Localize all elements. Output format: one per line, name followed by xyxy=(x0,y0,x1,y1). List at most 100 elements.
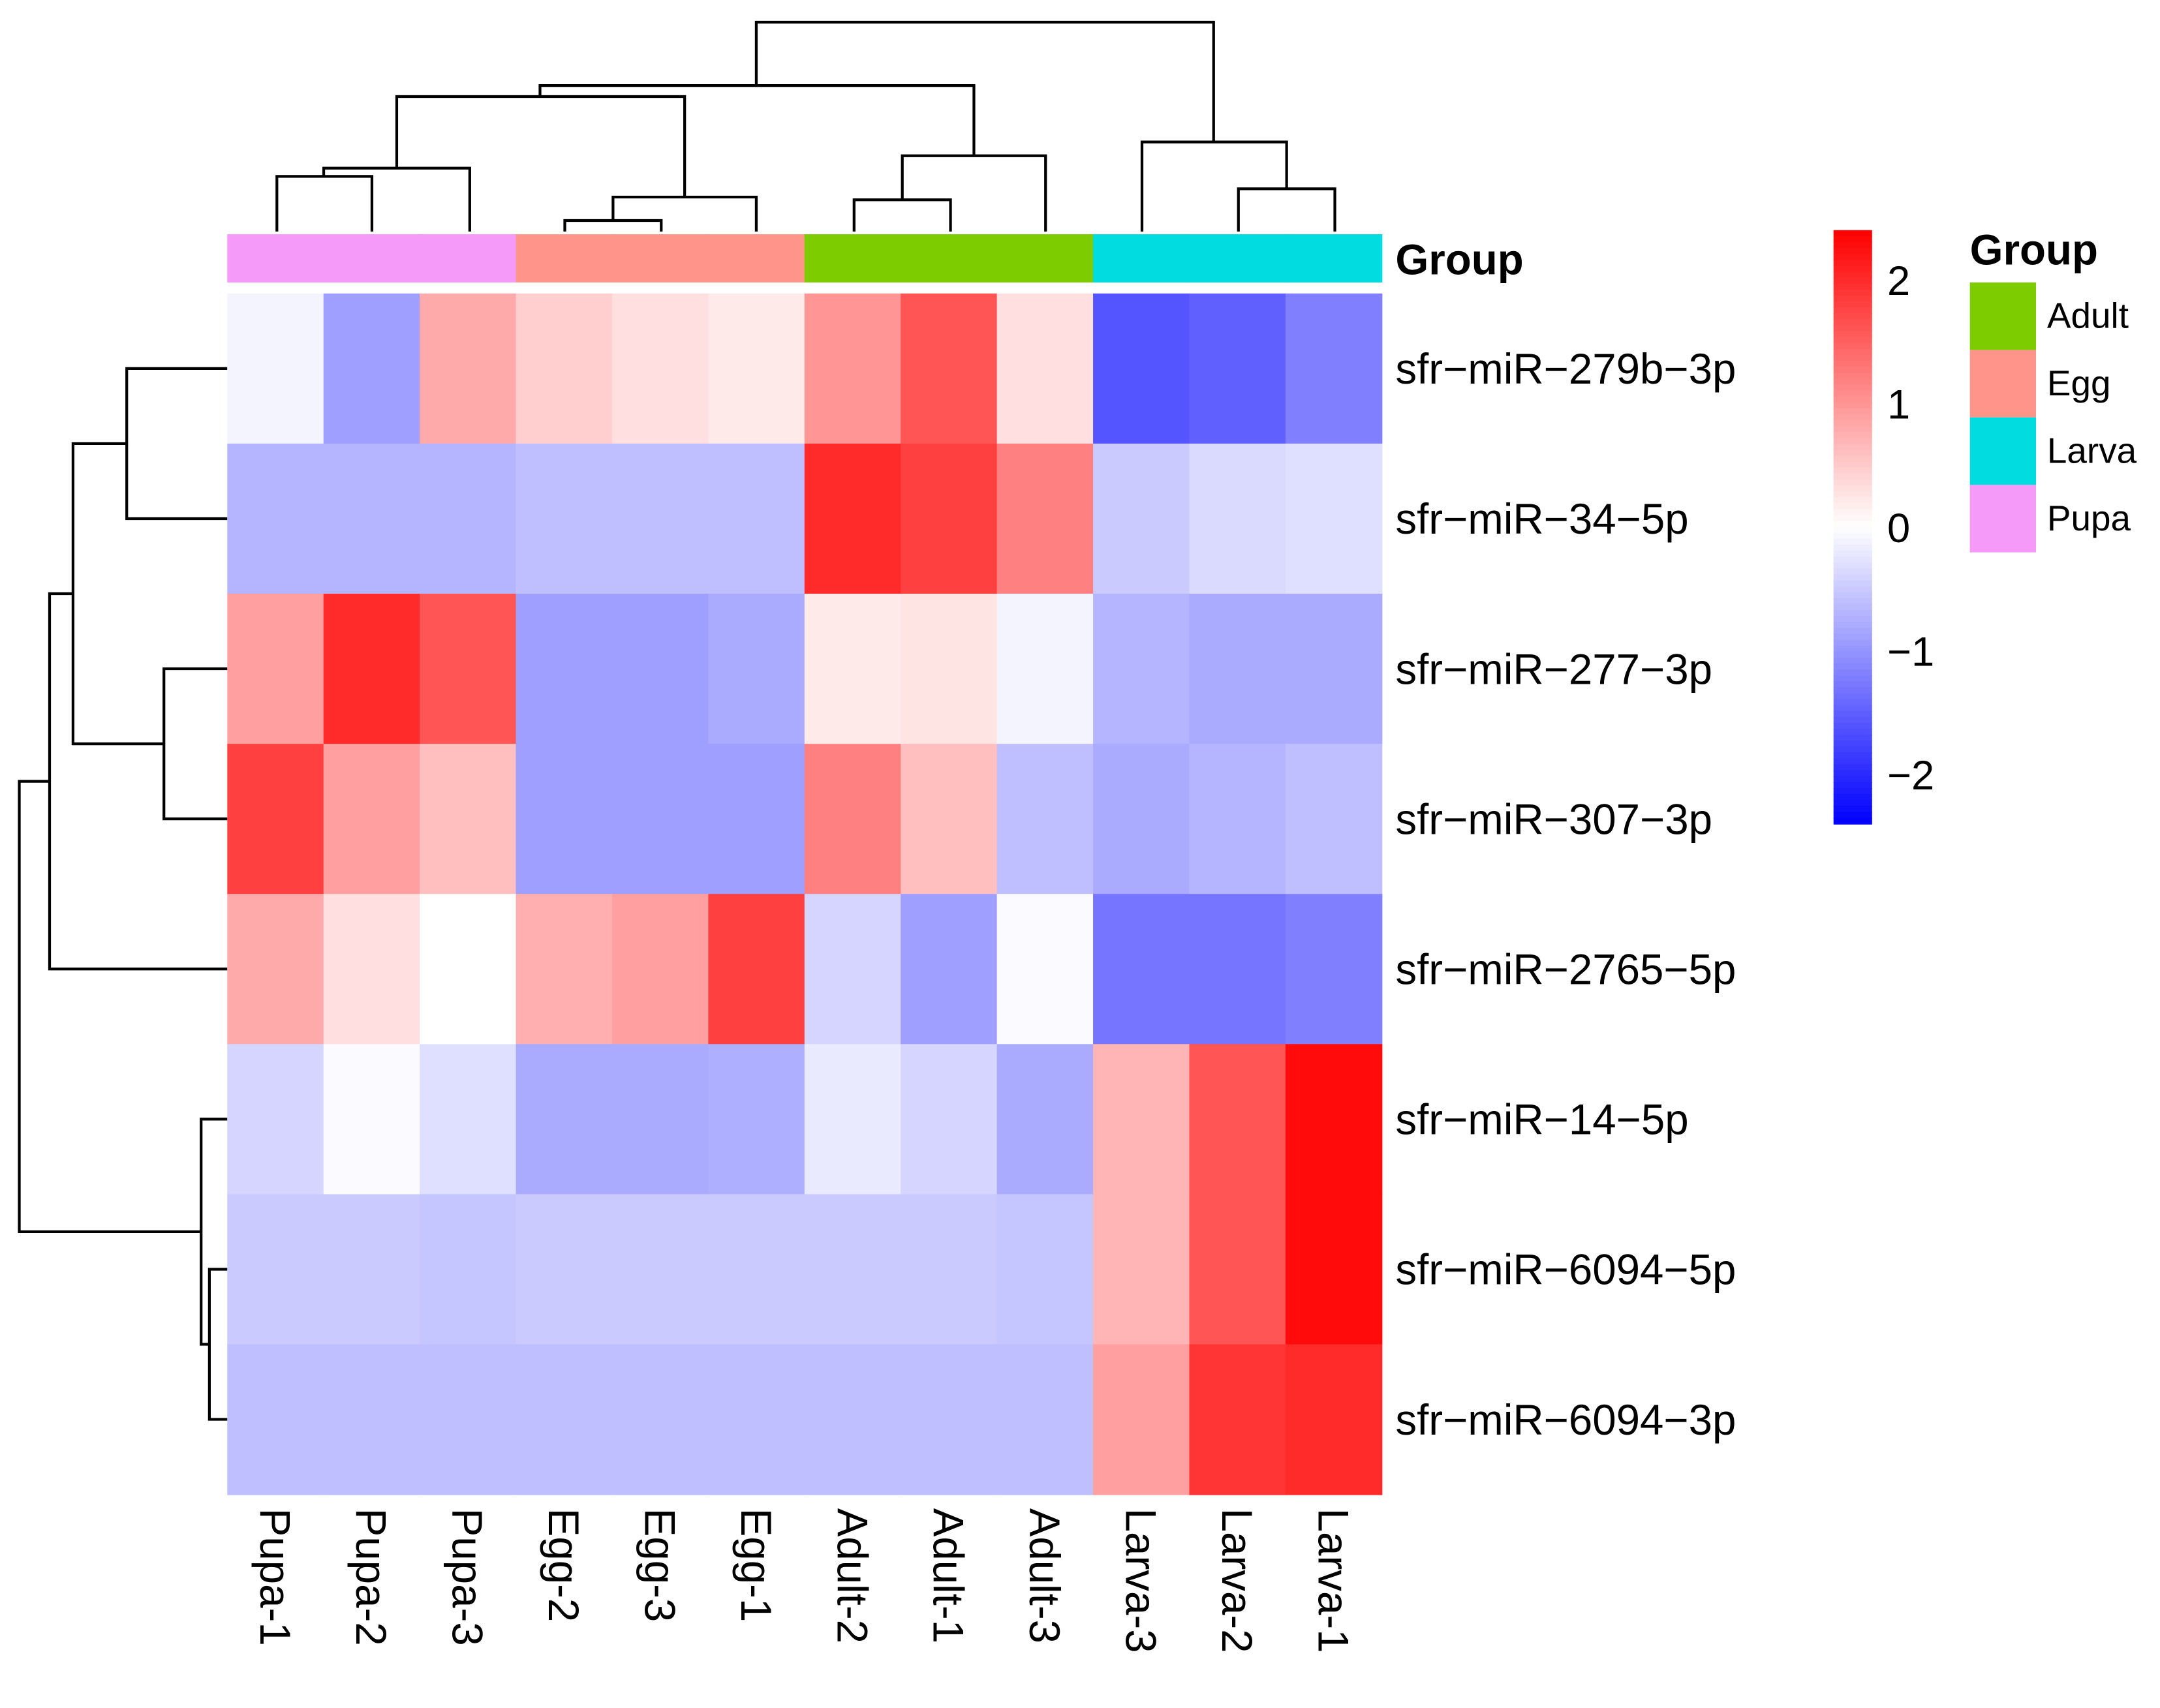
colorbar-segment xyxy=(1833,526,1872,534)
colorbar-segment xyxy=(1833,532,1872,540)
row-label: sfr−miR−307−3p xyxy=(1395,795,1712,843)
heatmap-cell xyxy=(708,1344,805,1495)
heatmap-cell xyxy=(420,293,517,444)
heatmap-cell xyxy=(227,594,324,745)
column-labels: Pupa-1 Pupa-2 Pupa-3 Egg-2 Egg-3 Egg-1 Adult-2… xyxy=(251,1508,1357,1653)
colorbar-segment xyxy=(1833,574,1872,581)
colorbar-segment xyxy=(1833,693,1872,700)
colorbar-segment xyxy=(1833,241,1872,249)
heatmap-cell xyxy=(901,1194,998,1345)
dendrogram-branch xyxy=(18,780,202,1234)
heatmap-cell xyxy=(996,594,1094,745)
heatmap-cell xyxy=(901,894,998,1045)
heatmap-cell xyxy=(611,443,709,595)
colorbar-segment xyxy=(1833,485,1872,493)
heatmap-cells xyxy=(227,293,1383,1495)
colorbar-segment xyxy=(1833,348,1872,356)
colorbar-segment xyxy=(1833,716,1872,724)
colorbar-segment xyxy=(1833,260,1872,267)
row-label: sfr−miR−277−3p xyxy=(1395,645,1712,693)
heatmap-cell xyxy=(901,1344,998,1495)
annotation-cell-egg xyxy=(611,234,709,282)
heatmap-cell xyxy=(1093,594,1190,745)
heatmap-cell xyxy=(708,1194,805,1345)
colorbar-segment xyxy=(1833,675,1872,682)
heatmap-cell xyxy=(996,1194,1094,1345)
heatmap-cell xyxy=(420,594,517,745)
dendrogram-branch xyxy=(538,84,976,156)
colorbar-segment xyxy=(1833,752,1872,759)
colorbar-segment xyxy=(1833,645,1872,652)
dendrogram-branch xyxy=(395,95,687,198)
row-dendrogram xyxy=(18,367,228,1421)
colorbar-segment xyxy=(1833,301,1872,309)
colorbar-tick-label: 2 xyxy=(1887,258,1910,304)
heatmap-cell xyxy=(804,1044,902,1195)
colorbar-segment xyxy=(1833,728,1872,736)
heatmap-cell xyxy=(996,744,1094,895)
heatmap-cell xyxy=(1093,293,1190,444)
column-dendrogram xyxy=(275,20,1336,232)
colorbar-segment xyxy=(1833,787,1872,795)
heatmap-cell xyxy=(1189,1044,1286,1195)
heatmap-cell xyxy=(1189,594,1286,745)
heatmap-cell xyxy=(516,594,613,745)
heatmap-cell xyxy=(611,1194,709,1345)
row-labels: sfr−miR−279b−3p sfr−miR−34−5p sfr−miR−277−… xyxy=(1395,345,1736,1444)
heatmap-cell xyxy=(227,894,324,1045)
heatmap-cell xyxy=(420,443,517,595)
colorbar-segment xyxy=(1833,669,1872,677)
dendrogram-branch xyxy=(208,1268,228,1421)
colorbar-segment xyxy=(1833,657,1872,665)
dendrogram-branch xyxy=(275,175,374,232)
colorbar-segment xyxy=(1833,337,1872,344)
heatmap-cell xyxy=(323,1044,421,1195)
heatmap-cell xyxy=(323,594,421,745)
heatmap-cell xyxy=(1285,1044,1383,1195)
group-legend: Group Adult Egg Larva Pupa xyxy=(1970,226,2137,553)
heatmap-cell xyxy=(1093,744,1190,895)
legend-label-egg: Egg xyxy=(2047,363,2111,403)
colorbar-segment xyxy=(1833,812,1872,819)
colorbar-segment xyxy=(1833,509,1872,516)
annotation-cell-larva xyxy=(1189,234,1286,282)
heatmap-cell xyxy=(1189,894,1286,1045)
heatmap-cell xyxy=(1285,443,1383,595)
heatmap-cell xyxy=(420,1044,517,1195)
heatmap-cell xyxy=(611,1344,709,1495)
row-label: sfr−miR−6094−3p xyxy=(1395,1396,1736,1444)
heatmap-cell xyxy=(1285,1194,1383,1345)
colorbar-segment xyxy=(1833,628,1872,635)
colorbar-segment xyxy=(1833,705,1872,712)
colorbar-segment xyxy=(1833,313,1872,320)
heatmap-cell xyxy=(516,744,613,895)
colorbar-segment xyxy=(1833,266,1872,273)
column-label: Pupa-2 xyxy=(347,1508,395,1646)
row-label: sfr−miR−2765−5p xyxy=(1395,945,1736,993)
colorbar-segment xyxy=(1833,497,1872,504)
colorbar-segment xyxy=(1833,230,1872,237)
heatmap-cell xyxy=(323,744,421,895)
color-scale-legend: 2 1 0 −1 −2 xyxy=(1833,230,1934,825)
heatmap-cell xyxy=(1189,443,1286,595)
column-label: Adult-1 xyxy=(925,1508,972,1643)
row-label: sfr−miR−14−5p xyxy=(1395,1096,1688,1144)
heatmap-cell xyxy=(804,293,902,444)
heatmap-cell xyxy=(1189,744,1286,895)
colorbar-segment xyxy=(1833,800,1872,807)
column-label: Larva-1 xyxy=(1309,1508,1357,1653)
colorbar-segment xyxy=(1833,551,1872,558)
row-label: sfr−miR−6094−5p xyxy=(1395,1246,1736,1294)
heatmap-cell xyxy=(611,1044,709,1195)
column-label: Egg-1 xyxy=(732,1508,780,1623)
heatmap-cell xyxy=(516,1194,613,1345)
colorbar-segment xyxy=(1833,598,1872,605)
legend-swatch-adult xyxy=(1969,282,2037,350)
colorbar-segment xyxy=(1833,236,1872,243)
heatmap-cell xyxy=(227,1344,324,1495)
colorbar-segment xyxy=(1833,360,1872,368)
colorbar-segment xyxy=(1833,557,1872,564)
heatmap-cell xyxy=(227,1044,324,1195)
colorbar-segment xyxy=(1833,770,1872,778)
heatmap-cell xyxy=(323,1344,421,1495)
